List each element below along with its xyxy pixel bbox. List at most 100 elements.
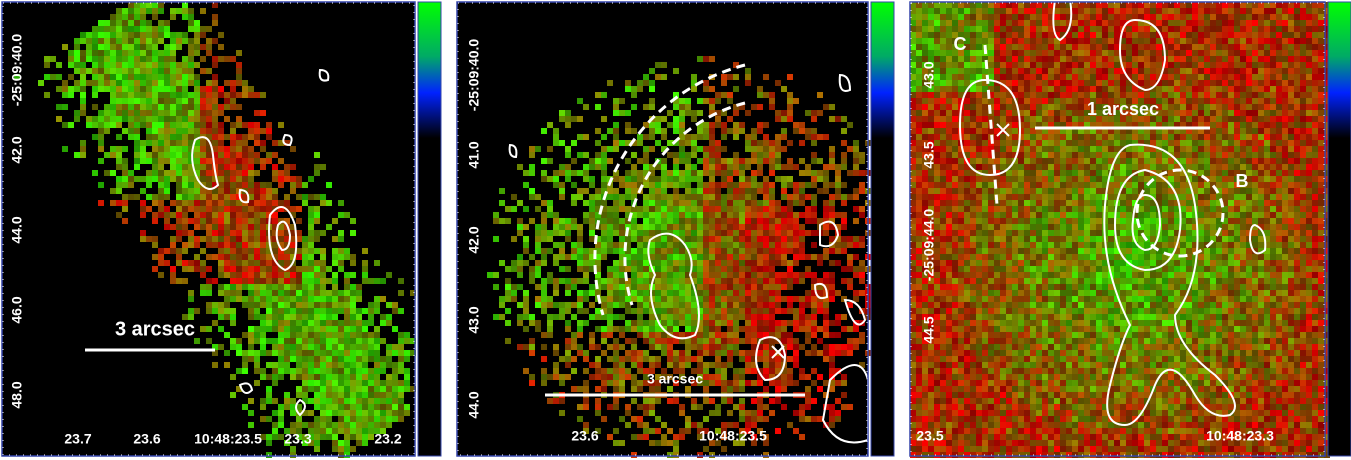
pixel bbox=[940, 8, 946, 14]
pixel bbox=[188, 170, 194, 176]
pixel bbox=[170, 176, 176, 182]
pixel bbox=[769, 188, 775, 194]
pixel bbox=[916, 182, 922, 188]
pixel bbox=[535, 272, 541, 278]
pixel bbox=[188, 20, 194, 26]
pixel bbox=[260, 320, 266, 326]
pixel bbox=[637, 326, 643, 332]
pixel bbox=[916, 62, 922, 68]
pixel bbox=[134, 146, 140, 152]
pixel bbox=[679, 146, 685, 152]
pixel bbox=[835, 332, 841, 338]
pixel bbox=[976, 38, 982, 44]
pixel bbox=[200, 236, 206, 242]
pixel bbox=[940, 92, 946, 98]
pixel bbox=[86, 122, 92, 128]
pixel bbox=[964, 104, 970, 110]
pixel bbox=[757, 248, 763, 254]
pixel bbox=[236, 104, 242, 110]
pixel bbox=[571, 242, 577, 248]
pixel bbox=[916, 50, 922, 56]
pixel bbox=[964, 32, 970, 38]
pixel bbox=[565, 146, 571, 152]
pixel bbox=[787, 212, 793, 218]
pixel bbox=[775, 140, 781, 146]
pixel bbox=[547, 158, 553, 164]
pixel bbox=[128, 122, 134, 128]
pixel bbox=[613, 212, 619, 218]
pixel bbox=[763, 434, 769, 440]
pixel bbox=[206, 194, 212, 200]
pixel bbox=[964, 56, 970, 62]
pixel bbox=[152, 164, 158, 170]
pixel bbox=[212, 14, 218, 20]
pixel bbox=[290, 410, 296, 416]
pixel bbox=[158, 98, 164, 104]
pixel bbox=[643, 398, 649, 404]
pixel bbox=[98, 110, 104, 116]
pixel bbox=[541, 218, 547, 224]
pixel bbox=[517, 200, 523, 206]
pixel bbox=[829, 146, 835, 152]
pixel bbox=[56, 62, 62, 68]
pixel bbox=[326, 380, 332, 386]
pixel bbox=[952, 362, 958, 368]
pixel bbox=[266, 290, 272, 296]
pixel bbox=[607, 206, 613, 212]
pixel bbox=[326, 434, 332, 440]
pixel bbox=[721, 236, 727, 242]
pixel bbox=[134, 62, 140, 68]
pixel bbox=[781, 176, 787, 182]
pixel bbox=[200, 152, 206, 158]
pixel bbox=[122, 176, 128, 182]
pixel bbox=[946, 266, 952, 272]
pixel bbox=[242, 236, 248, 242]
pixel bbox=[182, 140, 188, 146]
pixel bbox=[787, 74, 793, 80]
pixel bbox=[613, 128, 619, 134]
pixel bbox=[116, 164, 122, 170]
pixel bbox=[308, 314, 314, 320]
pixel bbox=[964, 320, 970, 326]
pixel bbox=[733, 386, 739, 392]
pixel bbox=[218, 272, 224, 278]
pixel bbox=[691, 380, 697, 386]
dashed-arc bbox=[593, 63, 746, 316]
pixel bbox=[535, 236, 541, 242]
pixel bbox=[649, 344, 655, 350]
pixel bbox=[122, 14, 128, 20]
pixel bbox=[787, 230, 793, 236]
pixel bbox=[290, 224, 296, 230]
pixel bbox=[116, 188, 122, 194]
pixel bbox=[122, 98, 128, 104]
pixel bbox=[697, 302, 703, 308]
pixel bbox=[212, 110, 218, 116]
pixel bbox=[982, 14, 988, 20]
pixel bbox=[757, 284, 763, 290]
pixel bbox=[673, 170, 679, 176]
pixel bbox=[260, 398, 266, 404]
pixel bbox=[601, 182, 607, 188]
pixel bbox=[284, 314, 290, 320]
pixel bbox=[308, 356, 314, 362]
pixel bbox=[338, 452, 344, 458]
pixel bbox=[212, 92, 218, 98]
pixel bbox=[164, 86, 170, 92]
pixel bbox=[751, 170, 757, 176]
pixel bbox=[847, 170, 853, 176]
pixel bbox=[362, 422, 368, 428]
pixel bbox=[703, 236, 709, 242]
pixel bbox=[326, 224, 332, 230]
pixel bbox=[940, 26, 946, 32]
pixel bbox=[823, 392, 829, 398]
pixel bbox=[958, 308, 964, 314]
pixel bbox=[769, 260, 775, 266]
pixel bbox=[715, 326, 721, 332]
pixel bbox=[667, 110, 673, 116]
pixel bbox=[577, 404, 583, 410]
pixel bbox=[679, 206, 685, 212]
pixel bbox=[559, 278, 565, 284]
pixel bbox=[170, 140, 176, 146]
pixel bbox=[613, 296, 619, 302]
pixel bbox=[673, 296, 679, 302]
